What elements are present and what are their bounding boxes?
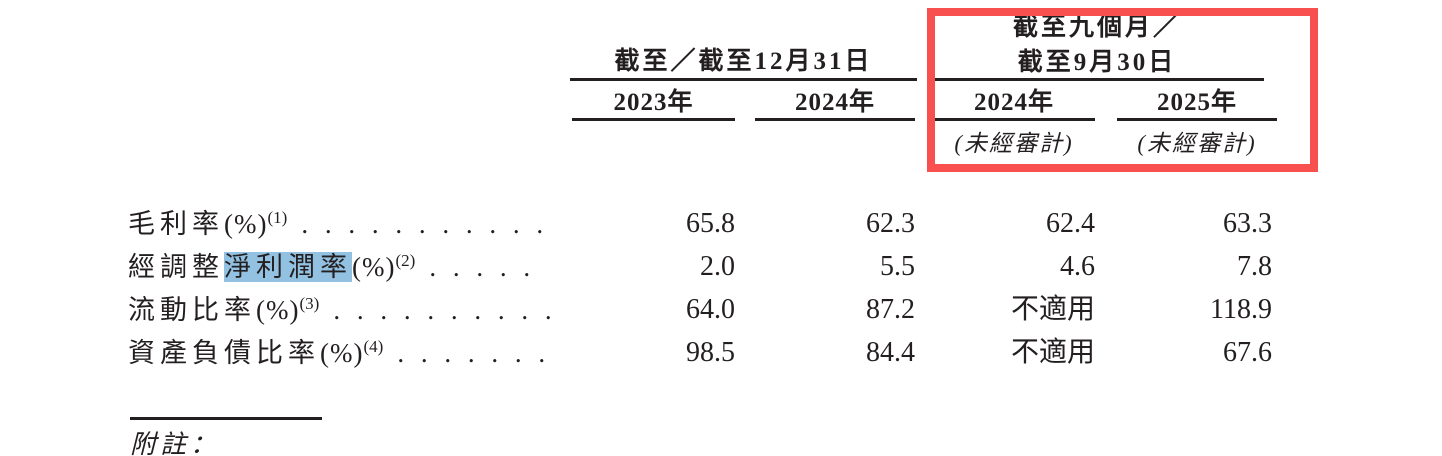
footnote-marker: (2) (395, 251, 416, 270)
row-label-text: 流動比率 (128, 295, 256, 325)
row-label-current-ratio: 流動比率(%)(3) . . . . . . . . . . (128, 292, 598, 328)
row-label-unit: (%) (320, 338, 364, 368)
dot-leader: . . . . . . . . . . . (301, 209, 549, 239)
column-header-2023-underline (572, 118, 735, 121)
dot-leader: . . . . . (429, 252, 536, 282)
notes-label: 附註： (130, 430, 221, 456)
cell-2023: 64.0 (686, 294, 735, 325)
cell-2024: 87.2 (866, 294, 915, 325)
cell-2025: 67.6 (1223, 337, 1272, 368)
cell-2024-ninemonths: 62.4 (1046, 208, 1095, 239)
column-header-2024: 2024年 (794, 89, 875, 116)
column-group-dec31-underline (570, 78, 917, 81)
row-label-gearing-ratio: 資產負債比率(%)(4) . . . . . . . (128, 335, 598, 371)
notes-separator-rule (130, 417, 322, 420)
row-label-text: 資產負債比率 (128, 338, 320, 368)
row-label-unit: (%) (224, 209, 268, 239)
row-label-gross-margin: 毛利率(%)(1) . . . . . . . . . . . (128, 206, 598, 242)
cell-2023: 65.8 (686, 208, 735, 239)
cell-2025: 7.8 (1237, 251, 1272, 282)
cell-2025: 118.9 (1210, 294, 1272, 325)
column-header-2025-underline (1117, 118, 1277, 121)
column-header-2023: 2023年 (613, 89, 694, 116)
column-group-sep30-title-line2: 截至9月30日 (1017, 49, 1177, 76)
row-label-adjusted-net-margin: 經調整淨利潤率(%)(2) . . . . . (128, 249, 598, 285)
unaudited-note-2025: (未經審計) (1137, 131, 1257, 156)
dot-leader: . . . . . . . (397, 338, 551, 368)
footnote-marker: (3) (299, 294, 320, 313)
cell-2024: 5.5 (880, 251, 915, 282)
row-label-unit: (%) (256, 295, 300, 325)
column-header-2024-ninemonths: 2024年 (973, 89, 1054, 116)
cell-2024-ninemonths: 不適用 (1010, 294, 1095, 325)
cell-2024: 84.4 (866, 337, 915, 368)
column-group-dec31-title: 截至／截至12月31日 (614, 48, 873, 75)
cell-2024: 62.3 (866, 208, 915, 239)
column-header-2025: 2025年 (1156, 89, 1237, 116)
cell-2024-ninemonths: 不適用 (1010, 337, 1095, 368)
column-group-sep30-title-line1: 截至九個月／ (1012, 14, 1181, 41)
column-header-2024-ninemonths-underline (933, 118, 1095, 121)
column-header-2024-underline (755, 118, 915, 121)
cell-2025: 63.3 (1223, 208, 1272, 239)
cell-2024-ninemonths: 4.6 (1060, 251, 1095, 282)
row-label-highlight: 淨利潤率 (224, 252, 352, 282)
cell-2023: 98.5 (686, 337, 735, 368)
cell-2023: 2.0 (700, 251, 735, 282)
row-label-text: 毛利率 (128, 209, 224, 239)
unaudited-note-2024: (未經審計) (954, 131, 1074, 156)
row-label-text: 經調整 (128, 252, 224, 282)
dot-leader: . . . . . . . . . . (333, 295, 557, 325)
footnote-marker: (1) (267, 208, 288, 227)
column-group-sep30-underline (930, 78, 1264, 81)
footnote-marker: (4) (363, 337, 384, 356)
row-label-unit: (%) (352, 252, 396, 282)
